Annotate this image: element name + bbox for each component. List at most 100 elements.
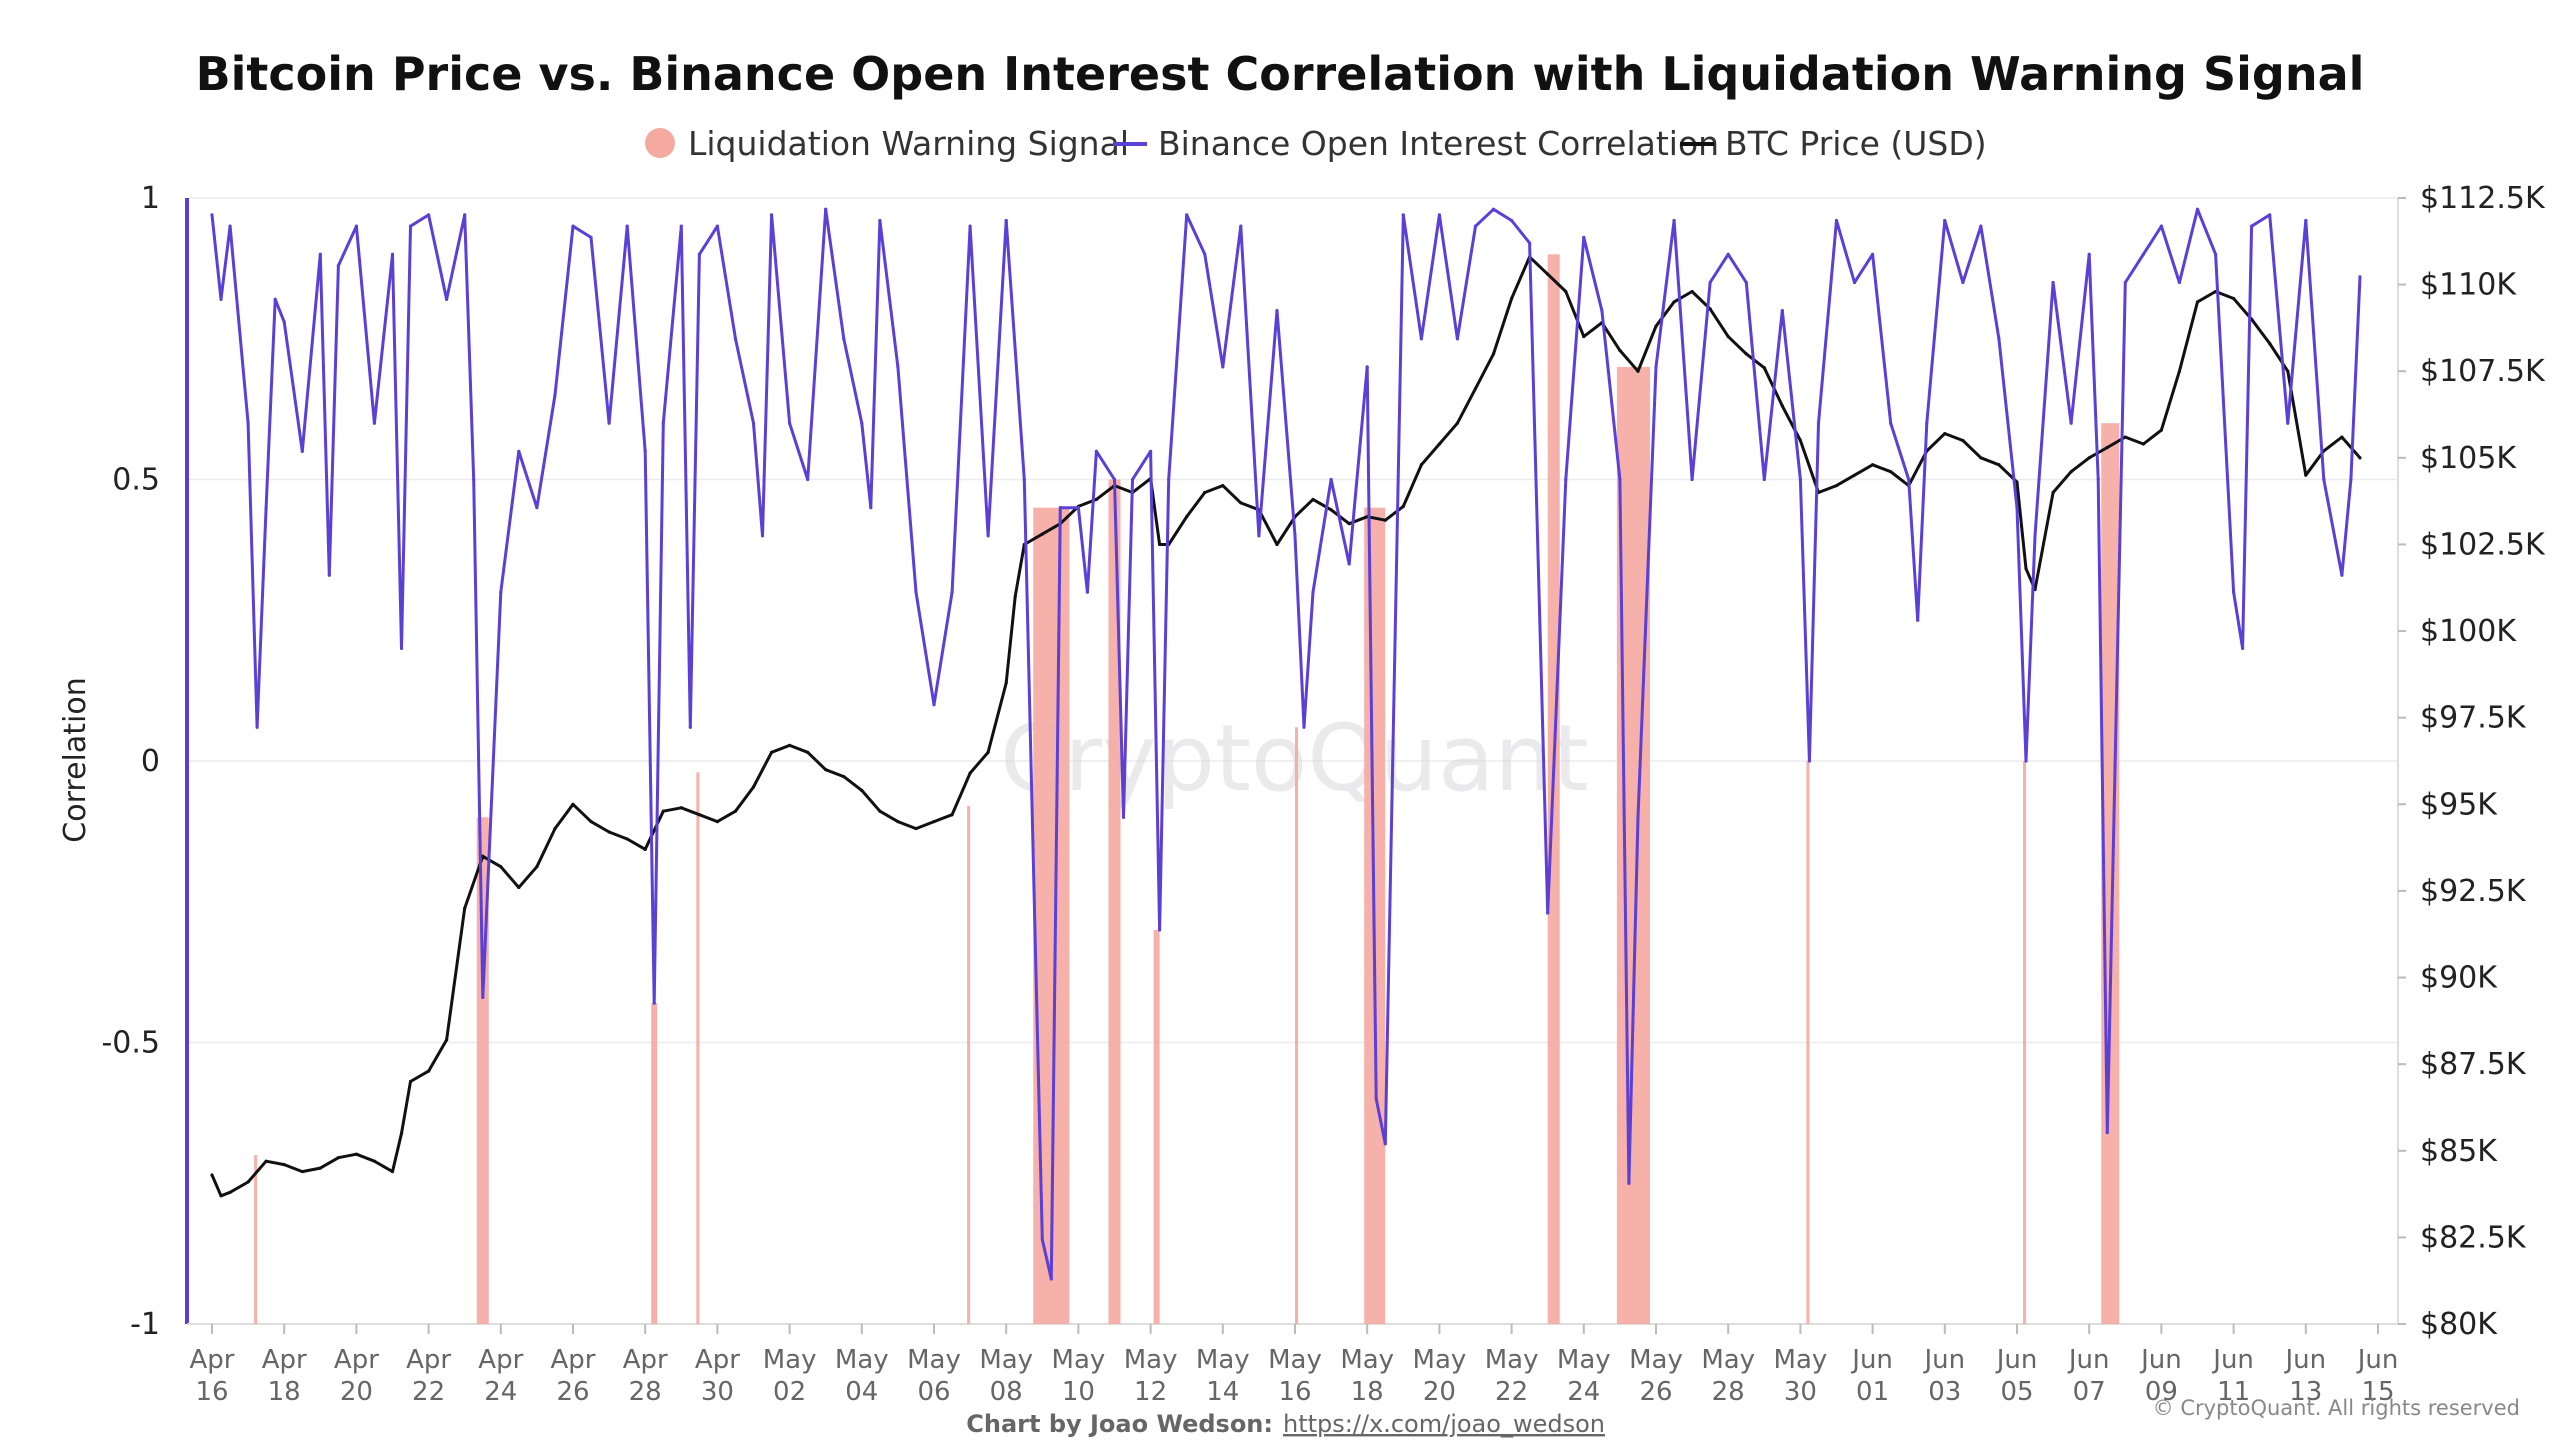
correlation-point: [2015, 506, 2019, 510]
btc-price-point: [427, 1069, 431, 1073]
btc-price-point: [1798, 438, 1802, 443]
correlation-point: [2195, 207, 2200, 211]
btc-price-point: [1004, 681, 1008, 685]
x-tick-month: May: [1485, 1345, 1539, 1375]
correlation-point: [1167, 477, 1171, 482]
y-right-tick-label: $90K: [2420, 961, 2498, 996]
btc-price-point: [2141, 442, 2145, 446]
correlation-point: [1654, 365, 1658, 369]
legend-item-btc-price[interactable]: BTC Price (USD): [1680, 124, 1987, 163]
legend-item-correlation[interactable]: Binance Open Interest Correlation: [1113, 124, 1719, 163]
btc-price-point: [1473, 386, 1478, 391]
x-tick-day: 24: [484, 1377, 517, 1407]
y-left-tick-label: 0.5: [112, 463, 160, 498]
btc-price-point: [300, 1169, 304, 1174]
correlation-point: [769, 213, 774, 217]
correlation-series: [210, 207, 2362, 1281]
correlation-point: [1203, 252, 1207, 256]
btc-price-point: [1943, 431, 1947, 436]
correlation-point: [1374, 1097, 1378, 1101]
x-tick-month: Jun: [2283, 1345, 2326, 1375]
btc-price-point: [1158, 542, 1162, 547]
correlation-point: [1311, 590, 1315, 594]
axes: [185, 198, 2399, 1325]
x-tick-day: 30: [1784, 1377, 1817, 1407]
btc-price-point: [2177, 369, 2182, 373]
correlation-point: [1094, 449, 1099, 453]
correlation-point: [1510, 218, 1514, 223]
correlation-point: [553, 393, 557, 397]
y-right-tick-label: $105K: [2420, 441, 2517, 476]
x-tick-day: 26: [556, 1377, 589, 1407]
x-tick-day: 22: [412, 1377, 445, 1407]
btc-price-point: [2015, 480, 2019, 484]
legend-item-liquidation[interactable]: Liquidation Warning Signal: [645, 124, 1129, 163]
correlation-point: [571, 224, 575, 228]
correlation-point: [986, 534, 990, 538]
x-tick-day: 09: [2145, 1377, 2178, 1407]
watermark: CryptoQuant: [1000, 705, 1589, 812]
correlation-point: [300, 449, 304, 453]
btc-price-point: [2195, 300, 2200, 304]
correlation-point: [2096, 477, 2100, 482]
btc-price-point: [1564, 289, 1568, 294]
y-right-tick-label: $97.5K: [2420, 701, 2527, 736]
btc-price-point: [2051, 490, 2055, 495]
correlation-point: [273, 297, 277, 301]
correlation-point: [2024, 759, 2028, 763]
y-right-tick-label: $82.5K: [2420, 1220, 2527, 1255]
correlation-point: [1744, 280, 1748, 285]
correlation-point: [535, 506, 539, 510]
x-tick-day: 13: [2289, 1377, 2322, 1407]
credit-link[interactable]: https://x.com/joao_wedson: [1283, 1410, 1605, 1438]
btc-price-point: [914, 826, 918, 831]
btc-price-point: [282, 1163, 286, 1167]
x-tick-month: Apr: [551, 1345, 596, 1375]
btc-price-point: [661, 809, 665, 813]
x-tick-month: May: [1052, 1345, 1106, 1375]
x-tick-month: May: [1413, 1345, 1467, 1375]
correlation-point: [2268, 213, 2272, 217]
x-tick-day: 26: [1639, 1377, 1672, 1407]
correlation-point: [1871, 252, 1875, 256]
correlation-point: [2105, 1130, 2109, 1135]
correlation-point: [264, 506, 268, 510]
btc-price-point: [1546, 272, 1550, 276]
correlation-point: [2322, 477, 2326, 482]
correlation-point: [1085, 590, 1090, 594]
btc-price-point: [1013, 594, 1017, 599]
x-tick-month: Apr: [334, 1345, 379, 1375]
x-tick-day: 16: [1278, 1377, 1311, 1407]
x-tick-day: 10: [1062, 1377, 1095, 1407]
btc-price-point: [589, 820, 593, 824]
correlation-point: [472, 477, 476, 482]
x-tick-month: May: [1268, 1345, 1322, 1375]
btc-price-point: [2024, 567, 2028, 571]
x-tick-day: 28: [1712, 1377, 1745, 1407]
correlation-point: [1121, 815, 1126, 819]
correlation-point: [1040, 1237, 1044, 1242]
btc-price-point: [2358, 456, 2362, 460]
btc-price-point: [950, 813, 954, 817]
btc-price-point: [1871, 463, 1875, 467]
btc-price-point: [643, 847, 647, 851]
btc-price-point: [372, 1159, 377, 1163]
correlation-point: [372, 421, 377, 425]
correlation-point: [445, 297, 449, 301]
x-tick-month: May: [763, 1345, 817, 1375]
y-right-tick-label: $110K: [2420, 268, 2517, 303]
x-tick-month: Jun: [1850, 1345, 1893, 1375]
x-tick-day: 20: [1423, 1377, 1456, 1407]
correlation-point: [481, 995, 485, 1000]
btc-price-point: [2232, 296, 2236, 301]
correlation-point: [408, 224, 413, 228]
btc-price-point: [1582, 334, 1586, 339]
x-tick-month: Apr: [190, 1345, 235, 1375]
liquidation-signal-area: [967, 806, 971, 1324]
btc-price-point: [210, 1173, 214, 1177]
liquidation-signal-area: [1295, 727, 1299, 1324]
correlation-point: [679, 224, 683, 228]
btc-price-point: [679, 806, 683, 810]
correlation-point: [219, 297, 223, 301]
copyright-text: © CryptoQuant. All rights reserved: [2153, 1396, 2520, 1420]
